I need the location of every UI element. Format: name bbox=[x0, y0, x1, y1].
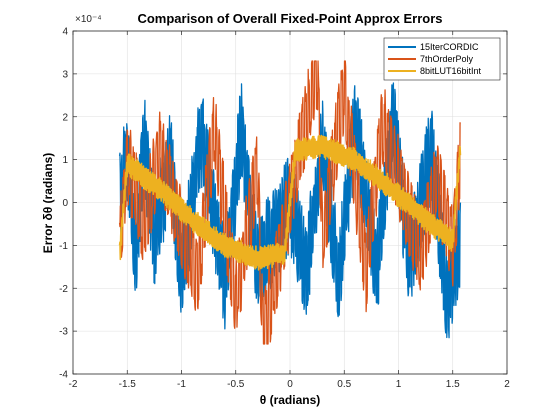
y-tick-label: 2 bbox=[62, 112, 68, 123]
x-axis-label: θ (radians) bbox=[260, 393, 321, 407]
x-tick-label: 0.5 bbox=[337, 379, 351, 390]
y-exponent-label: ×10⁻⁴ bbox=[75, 14, 102, 25]
legend: 15IterCORDIC 7thOrderPoly 8bitLUT16bitInt bbox=[383, 37, 501, 81]
axis-ticks: -2 -1.5 -1 -0.5 0 0.5 1 1.5 2 -4 -3 -2 -1 0 1 2 3 4 bbox=[59, 27, 510, 391]
y-tick-label: -4 bbox=[59, 370, 68, 381]
x-tick-label: 2 bbox=[504, 379, 510, 390]
y-tick-label: 3 bbox=[62, 69, 68, 80]
legend-label: 7thOrderPoly bbox=[420, 54, 474, 64]
x-tick-label: 1.5 bbox=[446, 379, 460, 390]
x-tick-label: 1 bbox=[396, 379, 402, 390]
series-lines bbox=[118, 60, 462, 345]
y-tick-label: -1 bbox=[59, 241, 68, 252]
y-tick-label: 1 bbox=[62, 155, 68, 166]
chart-title: Comparison of Overall Fixed-Point Approx… bbox=[137, 11, 442, 26]
legend-label: 8bitLUT16bitInt bbox=[420, 66, 482, 76]
x-tick-label: -0.5 bbox=[227, 379, 245, 390]
legend-label: 15IterCORDIC bbox=[420, 42, 479, 52]
x-tick-label: -1 bbox=[177, 379, 186, 390]
x-tick-label: 0 bbox=[287, 379, 293, 390]
y-tick-label: 4 bbox=[62, 27, 68, 38]
x-tick-label: -2 bbox=[69, 379, 78, 390]
y-tick-label: 0 bbox=[62, 198, 68, 209]
plot-area: -2 -1.5 -1 -0.5 0 0.5 1 1.5 2 -4 -3 -2 -1 0 1 2 3 4 bbox=[59, 27, 510, 391]
y-tick-label: -3 bbox=[59, 327, 68, 338]
y-axis-label: Error δθ (radians) bbox=[41, 153, 55, 253]
series-line-7thOrderPoly bbox=[118, 60, 462, 345]
x-tick-label: -1.5 bbox=[119, 379, 137, 390]
series-line-8bitLUT16bitInt bbox=[118, 134, 462, 271]
y-tick-label: -2 bbox=[59, 284, 68, 295]
